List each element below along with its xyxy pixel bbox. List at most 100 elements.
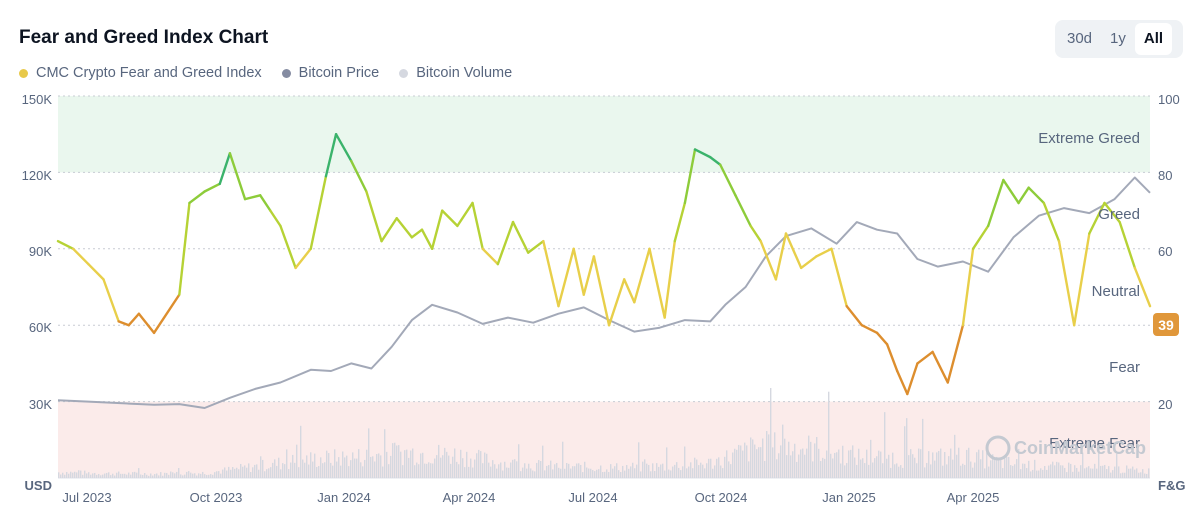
volume-bar — [1058, 462, 1060, 478]
volume-bar — [626, 465, 628, 478]
fear-greed-segment — [592, 255, 611, 327]
volume-bar — [752, 439, 754, 478]
volume-bar — [1110, 472, 1112, 478]
volume-bar — [1056, 461, 1058, 478]
volume-bar — [334, 449, 336, 478]
volume-bar — [440, 457, 442, 478]
volume-bar — [688, 466, 690, 478]
volume-bar — [296, 444, 298, 478]
volume-bar — [1124, 472, 1126, 478]
volume-bar — [408, 457, 410, 478]
volume-bar — [320, 457, 322, 478]
volume-bar — [1096, 468, 1098, 478]
volume-bar — [206, 474, 208, 478]
volume-bar — [254, 464, 256, 478]
volume-bar — [690, 462, 692, 478]
volume-bar — [592, 470, 594, 478]
volume-bar — [700, 462, 702, 478]
volume-bar — [456, 461, 458, 478]
volume-bar — [980, 459, 982, 478]
volume-bar — [1000, 457, 1002, 478]
volume-bar — [538, 460, 540, 478]
volume-bar — [1064, 467, 1066, 478]
volume-bar — [946, 464, 948, 478]
volume-bar — [1138, 472, 1140, 478]
range-30d-button[interactable]: 30d — [1067, 30, 1093, 47]
volume-bar — [64, 474, 66, 478]
volume-bar — [358, 449, 360, 478]
volume-bar — [554, 464, 556, 478]
fear-greed-segment — [1088, 201, 1106, 235]
volume-bar — [952, 459, 954, 478]
volume-bar — [58, 472, 60, 478]
legend-item-bitcoin-volume[interactable]: Bitcoin Volume — [399, 65, 512, 81]
volume-bar — [738, 444, 740, 478]
range-all-button[interactable]: All — [1134, 23, 1173, 55]
volume-bar — [996, 456, 998, 478]
volume-bar — [442, 455, 444, 478]
volume-bar — [422, 452, 424, 478]
volume-bar — [404, 450, 406, 478]
volume-bar — [340, 465, 342, 478]
volume-bar — [822, 457, 824, 478]
watermark-text: CoinMarketCap — [1014, 438, 1146, 458]
y-left-tick-30k: 30K — [29, 397, 52, 412]
volume-bar — [532, 470, 534, 478]
volume-bar — [608, 472, 610, 478]
volume-bar — [1148, 468, 1150, 478]
fear-greed-segment — [784, 232, 803, 270]
volume-bar — [200, 473, 202, 478]
volume-bar — [650, 471, 652, 478]
volume-bar — [548, 465, 550, 478]
legend-item-bitcoin-price[interactable]: Bitcoin Price — [281, 65, 379, 81]
volume-bar — [112, 473, 114, 478]
volume-bar — [660, 464, 662, 478]
volume-bar — [376, 454, 378, 478]
volume-bar — [102, 474, 104, 478]
volume-bar — [72, 472, 74, 478]
volume-bar — [682, 466, 684, 478]
volume-bar — [244, 465, 246, 478]
volume-bar — [160, 472, 162, 478]
volume-bar — [460, 449, 462, 478]
volume-bar — [1024, 463, 1026, 478]
x-tick-apr-2025: Apr 2025 — [947, 490, 1000, 505]
fear-greed-segment — [906, 362, 919, 396]
volume-bar — [1012, 465, 1014, 478]
volume-bar — [212, 474, 214, 478]
volume-bar — [108, 472, 110, 478]
volume-bar — [936, 452, 938, 478]
volume-bar — [300, 425, 302, 478]
volume-bar — [352, 452, 354, 478]
volume-bar — [634, 468, 636, 478]
volume-bar — [104, 473, 106, 478]
volume-bar — [484, 452, 486, 478]
volume-bar — [832, 458, 834, 478]
volume-bar — [816, 437, 818, 478]
volume-bar — [978, 449, 980, 478]
volume-bar — [788, 441, 790, 478]
volume-bar — [288, 469, 290, 478]
range-1y-button[interactable]: 1y — [1110, 30, 1126, 47]
volume-bar — [80, 470, 82, 478]
volume-bar — [1100, 465, 1102, 478]
fear-greed-segment — [860, 324, 879, 335]
volume-bar — [414, 465, 416, 478]
volume-bar — [350, 460, 352, 478]
volume-bar — [854, 457, 856, 478]
volume-bar — [544, 470, 546, 478]
y-left-tick-120k: 120K — [22, 168, 53, 183]
fear-greed-segment — [542, 239, 560, 308]
volume-bar — [260, 456, 262, 478]
volume-bar — [958, 447, 960, 478]
volume-bar — [468, 466, 470, 478]
volume-bar — [174, 473, 176, 478]
volume-bar — [1052, 461, 1054, 478]
volume-bar — [1006, 456, 1008, 478]
legend-item-fear-greed[interactable]: CMC Crypto Fear and Greed Index — [19, 65, 262, 81]
fear-greed-segment — [1042, 201, 1061, 243]
legend-dot-bitcoin-price — [281, 68, 291, 78]
fear-greed-segment — [441, 209, 459, 228]
volume-bar — [192, 473, 194, 478]
volume-bar — [1132, 466, 1134, 478]
